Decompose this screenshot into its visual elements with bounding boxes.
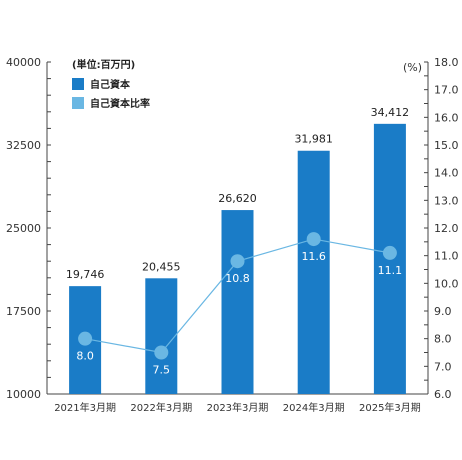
ratio-value-label: 7.5 [153,364,171,377]
ratio-point [382,245,397,260]
bar-value-label: 26,620 [218,192,257,205]
y-right-tick-label: 10.0 [434,277,459,290]
legend-label-equity: 自己資本 [90,78,131,91]
unit-left-label: (単位:百万円) [72,58,135,71]
ratio-value-label: 8.0 [76,350,94,363]
y-left-tick-label: 32500 [6,139,41,152]
y-right-tick-label: 8.0 [434,333,452,346]
legend-swatch-ratio [72,97,84,109]
y-right-tick-label: 15.0 [434,139,459,152]
x-tick-label: 2022年3月期 [130,401,192,414]
bar [221,210,254,394]
bar [297,150,330,394]
bar-value-label: 20,455 [142,260,181,273]
ratio-value-label: 10.8 [225,272,250,285]
y-right-tick-label: 17.0 [434,84,459,97]
y-right-tick-label: 9.0 [434,305,452,318]
bar-value-label: 31,981 [294,133,333,146]
ratio-value-label: 11.6 [301,250,326,263]
y-right-tick-label: 11.0 [434,250,459,263]
ratio-point [78,331,93,346]
y-left-tick-label: 17500 [6,305,41,318]
unit-right-label: (%) [403,61,422,74]
bar-value-label: 19,746 [66,268,105,281]
ratio-value-label: 11.1 [378,264,403,277]
legend-label-ratio: 自己資本比率 [90,97,150,110]
x-tick-label: 2021年3月期 [54,401,116,414]
y-right-tick-label: 18.0 [434,56,459,69]
y-right-tick-label: 16.0 [434,111,459,124]
y-right-tick-label: 7.0 [434,360,452,373]
bar-value-label: 34,412 [371,106,410,119]
y-right-tick-label: 13.0 [434,194,459,207]
y-right-tick-label: 12.0 [434,222,459,235]
legend-swatch-equity [72,78,84,90]
y-right-tick-label: 14.0 [434,167,459,180]
x-tick-label: 2023年3月期 [207,401,269,414]
ratio-point [230,254,245,269]
x-tick-label: 2025年3月期 [359,401,421,414]
x-tick-label: 2024年3月期 [283,401,345,414]
bar [145,278,178,394]
ratio-point [154,345,169,360]
y-left-tick-label: 10000 [6,388,41,401]
y-left-tick-label: 40000 [6,56,41,69]
ratio-point [306,232,321,247]
y-left-tick-label: 25000 [6,222,41,235]
y-right-tick-label: 6.0 [434,388,452,401]
